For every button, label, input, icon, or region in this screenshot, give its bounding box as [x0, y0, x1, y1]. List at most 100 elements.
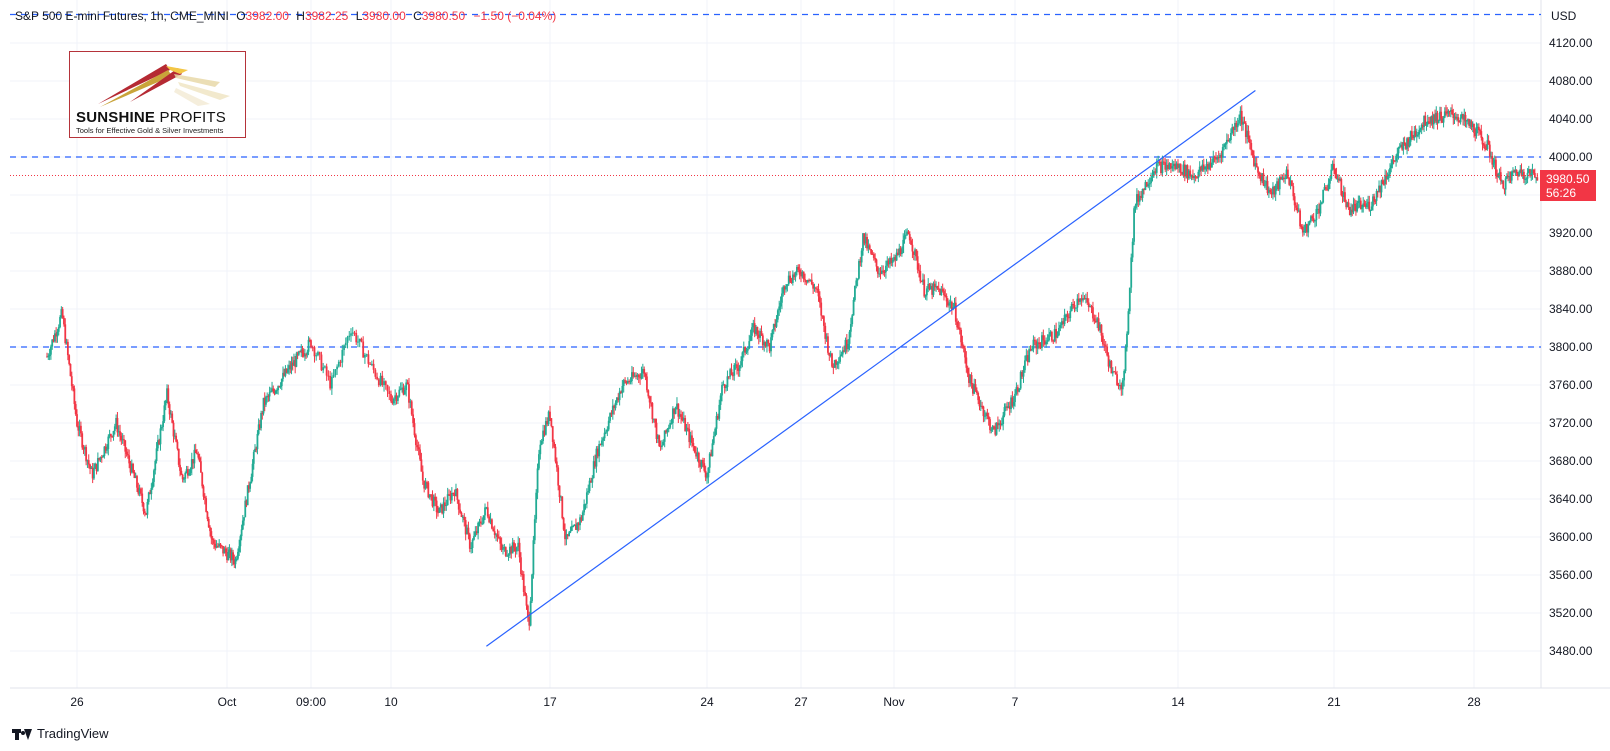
candle-body-up: [1490, 156, 1492, 158]
candle-body-up: [1046, 340, 1049, 342]
candle-body-up: [759, 331, 762, 338]
candle-body-down: [143, 511, 146, 514]
candle-body-down: [89, 464, 91, 469]
candle-body-up: [929, 285, 932, 290]
open-value: 3982.00: [245, 9, 289, 23]
candle-body-down: [1374, 200, 1377, 202]
horizontal-levels[interactable]: [10, 13, 1541, 348]
trendline[interactable]: [486, 90, 1256, 647]
candle-body-down: [555, 461, 558, 468]
candle-body-up: [1130, 257, 1133, 288]
price-tick-label: 3800.00: [1549, 340, 1593, 354]
candle-body-down: [395, 395, 398, 401]
candle-body-up: [1036, 342, 1039, 349]
candle-body-down: [558, 485, 561, 498]
candle-body-down: [1296, 207, 1299, 212]
candle-body-up: [438, 507, 441, 513]
candle-body-down: [945, 296, 948, 302]
candle-body-down: [1353, 203, 1356, 206]
candle-body-down: [1110, 361, 1113, 374]
candle-body-down: [958, 327, 961, 330]
candle-body-down: [522, 574, 525, 592]
candle-body-up: [1327, 183, 1330, 190]
candle-body-down: [499, 537, 502, 544]
candle-body-down: [832, 366, 835, 368]
candle-body-down: [1189, 170, 1192, 176]
candle-body-down: [1016, 387, 1019, 392]
candle-body-up: [348, 335, 351, 338]
candle-body-up: [809, 279, 812, 281]
candle-body-down: [1140, 195, 1143, 198]
candle-body-down: [386, 385, 389, 392]
candle-body-up: [1224, 143, 1227, 145]
candle-body-up: [778, 306, 781, 311]
candle-body-up: [1465, 120, 1468, 122]
candle-body-down: [140, 488, 142, 494]
candle-body-up: [708, 453, 711, 468]
candle-body-up: [279, 386, 282, 388]
candle-body-up: [1003, 407, 1006, 416]
candle-body-up: [786, 284, 789, 287]
candle-body-up: [629, 381, 632, 383]
candle-body-up: [1131, 241, 1134, 258]
candle-body-up: [584, 503, 587, 505]
candle-body-up: [1168, 163, 1171, 170]
candle-body-up: [269, 391, 272, 393]
candle-body-down: [1087, 302, 1090, 308]
candle-body-down: [1496, 174, 1499, 177]
candle-body-down: [827, 336, 829, 353]
candle-body-up: [536, 468, 539, 493]
time-tick-label: 27: [794, 695, 808, 709]
candle-body-up: [1201, 164, 1204, 171]
candle-body-down: [525, 595, 528, 606]
candle-body-down: [87, 460, 90, 465]
candle-body-up: [573, 524, 576, 526]
candle-body-down: [731, 375, 734, 377]
symbol-name[interactable]: S&P 500 E-mini Futures, 1h, CME_MINI: [15, 9, 229, 23]
candle-body-up: [1187, 170, 1190, 179]
candle-body-up: [914, 249, 916, 255]
candle-body-up: [755, 326, 757, 334]
candle-body-up: [65, 341, 68, 344]
candle-body-up: [622, 380, 625, 386]
candle-body-down: [677, 403, 680, 417]
candle-body-down: [1295, 205, 1297, 208]
candle-body-up: [738, 365, 741, 372]
tradingview-branding[interactable]: TradingView: [12, 726, 109, 741]
candle-body-down: [1170, 163, 1172, 169]
candle-body-down: [423, 480, 426, 489]
candle-body-up: [450, 492, 453, 501]
candle-body-down: [82, 447, 85, 450]
candle-body-up: [998, 423, 1001, 426]
candle-body-down: [372, 363, 375, 370]
candle-body-down: [369, 363, 372, 365]
candle-body-up: [1310, 216, 1312, 221]
tradingview-logo-icon: [12, 728, 32, 740]
candle-body-up: [569, 530, 572, 533]
candle-body-down: [1240, 110, 1243, 125]
candle-body-down: [964, 348, 966, 358]
candle-body-up: [1526, 172, 1529, 179]
candle-body-up: [190, 459, 193, 470]
candle-body-down: [999, 423, 1002, 425]
candle-body-up: [481, 523, 484, 525]
candle-body-down: [211, 538, 214, 540]
candle-body-up: [581, 512, 584, 521]
trendline-group[interactable]: [486, 90, 1256, 647]
close-key: C: [413, 9, 422, 23]
candle-body-up: [603, 432, 606, 439]
candle-body-up: [572, 525, 575, 527]
candle-body-down: [816, 288, 819, 290]
candle-body-up: [560, 496, 562, 498]
time-tick-label: 26: [70, 695, 84, 709]
candle-body-down: [673, 408, 676, 414]
candle-body-down: [413, 423, 416, 436]
candle-body-up: [48, 354, 51, 357]
candle-body-down: [972, 384, 974, 394]
candle-body-down: [1090, 306, 1093, 308]
candle-body-down: [456, 489, 459, 500]
candle-body-down: [261, 412, 264, 414]
candle-body-down: [1029, 349, 1032, 351]
candle-body-down: [1351, 209, 1354, 213]
